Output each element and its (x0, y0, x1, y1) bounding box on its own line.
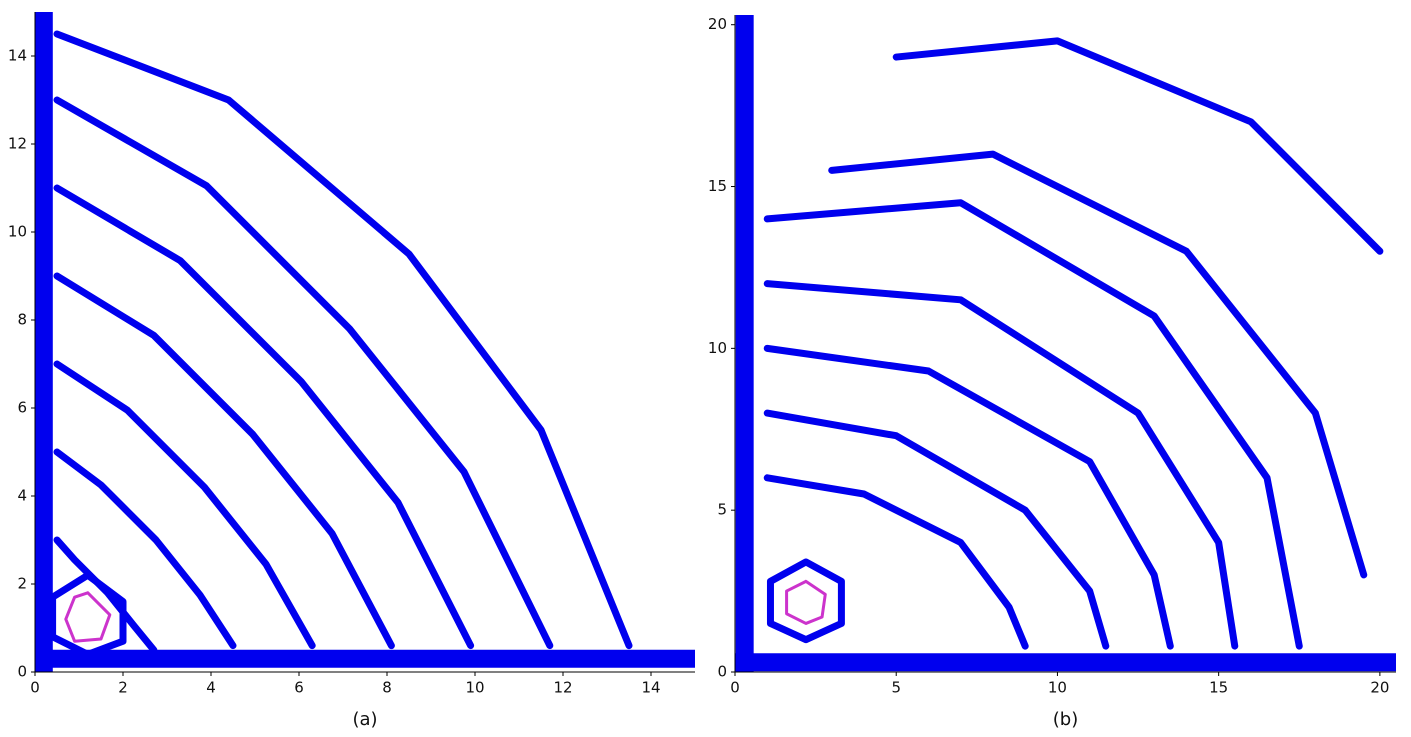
x-tick-label: 2 (118, 679, 128, 697)
orbit (763, 474, 1029, 650)
orbit (785, 579, 827, 625)
plot-area (735, 15, 1396, 672)
orbit (828, 150, 1368, 579)
orbit (53, 360, 316, 650)
orbit (763, 409, 1110, 650)
orbit (49, 571, 127, 658)
x-tick-label: 4 (206, 679, 216, 697)
x-tick-label: 0 (30, 679, 40, 697)
orbit (766, 558, 845, 644)
orbit (64, 591, 112, 643)
x-tick-label: 14 (641, 679, 660, 697)
y-tick-label: 10 (8, 223, 27, 241)
orbit (53, 96, 554, 650)
orbit (53, 448, 237, 650)
orbit (53, 272, 395, 650)
y-tick-label: 20 (708, 15, 727, 33)
y-tick-label: 15 (708, 177, 727, 195)
orbit (763, 199, 1303, 650)
y-tick-label: 0 (717, 663, 727, 681)
x-tick-label: 8 (382, 679, 392, 697)
panel-label: (a) (352, 709, 377, 730)
orbit (763, 344, 1174, 650)
y-tick-label: 10 (708, 339, 727, 357)
y-tick-label: 5 (717, 501, 727, 519)
orbit (763, 280, 1239, 650)
panel-label: (b) (1053, 709, 1078, 730)
y-tick-label: 0 (17, 663, 27, 681)
orbit (53, 184, 475, 650)
x-tick-label: 5 (891, 679, 901, 697)
y-tick-label: 2 (17, 575, 27, 593)
y-tick-label: 4 (17, 487, 27, 505)
orbit (53, 30, 633, 650)
plot-area (35, 12, 695, 672)
x-tick-label: 10 (465, 679, 484, 697)
y-tick-label: 14 (8, 47, 27, 65)
y-tick-label: 12 (8, 135, 27, 153)
x-tick-label: 0 (730, 679, 740, 697)
x-tick-label: 6 (294, 679, 304, 697)
x-tick-label: 20 (1370, 679, 1389, 697)
x-tick-label: 10 (1048, 679, 1067, 697)
orbit (892, 37, 1384, 255)
y-tick-label: 6 (17, 399, 27, 417)
x-tick-label: 12 (553, 679, 572, 697)
x-tick-label: 15 (1209, 679, 1228, 697)
y-tick-label: 8 (17, 311, 27, 329)
